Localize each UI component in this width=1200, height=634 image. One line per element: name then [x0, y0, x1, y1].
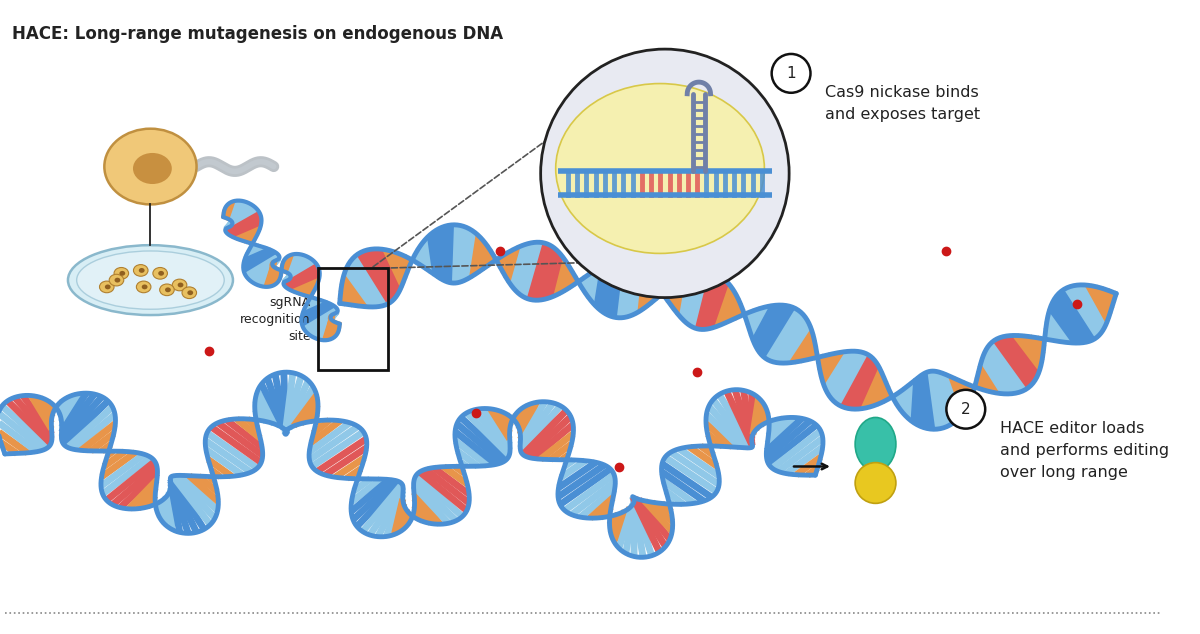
Ellipse shape: [77, 251, 224, 309]
Ellipse shape: [856, 463, 896, 503]
Text: sgRNA
recognition
site: sgRNA recognition site: [240, 296, 311, 343]
Bar: [318, 268, 389, 370]
Ellipse shape: [158, 271, 164, 276]
Ellipse shape: [173, 279, 187, 291]
Ellipse shape: [187, 290, 193, 295]
Ellipse shape: [133, 153, 172, 184]
Ellipse shape: [133, 264, 148, 276]
Ellipse shape: [104, 129, 197, 204]
Ellipse shape: [119, 271, 125, 276]
Text: 2: 2: [961, 402, 971, 417]
Ellipse shape: [100, 281, 114, 293]
Ellipse shape: [109, 275, 124, 286]
Ellipse shape: [166, 287, 170, 292]
Circle shape: [772, 54, 810, 93]
Ellipse shape: [104, 285, 110, 289]
Ellipse shape: [160, 284, 174, 295]
Text: Cas9 nickase binds
and exposes target: Cas9 nickase binds and exposes target: [826, 85, 980, 122]
Ellipse shape: [114, 278, 120, 283]
Text: HACE editor loads
and performs editing
over long range: HACE editor loads and performs editing o…: [1000, 421, 1169, 481]
Ellipse shape: [856, 417, 896, 471]
Ellipse shape: [182, 287, 197, 299]
Text: HACE: Long-range mutagenesis on endogenous DNA: HACE: Long-range mutagenesis on endogeno…: [12, 25, 503, 43]
Text: 1: 1: [786, 66, 796, 81]
Ellipse shape: [556, 84, 764, 254]
Ellipse shape: [152, 268, 168, 279]
Ellipse shape: [142, 285, 148, 289]
Circle shape: [541, 49, 790, 297]
Ellipse shape: [178, 283, 184, 287]
Ellipse shape: [139, 268, 145, 273]
Ellipse shape: [114, 268, 128, 279]
Ellipse shape: [137, 281, 151, 293]
Ellipse shape: [68, 245, 233, 315]
Circle shape: [947, 390, 985, 429]
